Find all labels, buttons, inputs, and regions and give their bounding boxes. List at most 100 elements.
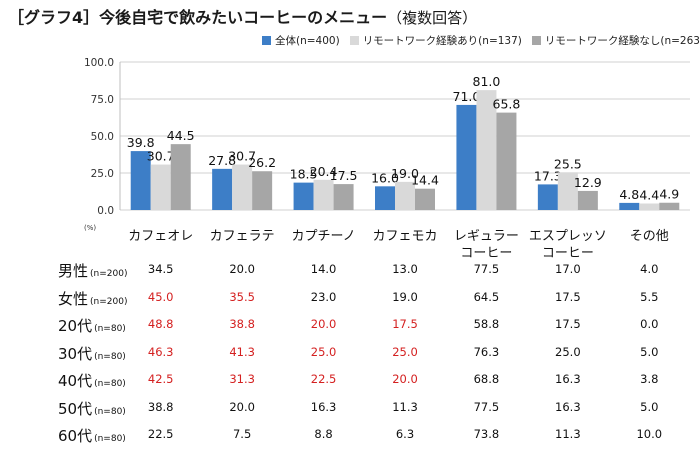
- table-cell: 5.5: [640, 289, 659, 304]
- data-label: 71.0: [453, 89, 481, 104]
- data-label: 44.5: [167, 128, 195, 143]
- table-cell: 46.3: [147, 344, 174, 359]
- table-cell: 6.3: [395, 427, 415, 441]
- legend-swatch-remote-yes: [349, 36, 359, 45]
- data-label: 4.8: [619, 187, 639, 202]
- table-cell: 16.3: [310, 399, 337, 414]
- data-label: 30.7: [147, 149, 175, 164]
- table-cell: 23.0: [310, 289, 337, 304]
- table-cell: 20.0: [229, 399, 255, 414]
- title-main: ［グラフ4］今後自宅で飲みたいコーヒーのメニュー: [8, 8, 388, 27]
- legend-label-remote-yes: リモートワーク経験あり(n=137): [362, 35, 522, 47]
- table-cell: 58.8: [473, 317, 500, 331]
- y-tick-label: 0.0: [97, 205, 114, 217]
- bar: [150, 164, 171, 210]
- legend-label-remote-no: リモートワーク経験なし(n=263): [544, 35, 700, 47]
- row-label: 40代 (n=80): [58, 372, 126, 390]
- bar: [577, 190, 598, 210]
- table-cell: 0.0: [640, 317, 659, 331]
- table-cell: 31.3: [229, 372, 255, 386]
- category-label: カフェオレ: [128, 229, 194, 244]
- data-label: 12.9: [574, 175, 602, 190]
- category-label: エスプレッソ コーヒー: [528, 229, 607, 261]
- chart-title: ［グラフ4］今後自宅で飲みたいコーヒーのメニュー（複数回答）: [8, 4, 477, 28]
- table-cell: 45.0: [147, 289, 174, 304]
- table-row: 男性 (n=200) 34.5 20.0 14.0 13.0 77.5 17.0 4.0: [0, 258, 700, 284]
- data-label: 14.4: [411, 173, 439, 188]
- y-tick-label: 50.0: [91, 131, 114, 143]
- legend-swatch-all: [262, 36, 271, 45]
- category-label: カフェモカ: [372, 229, 438, 244]
- title-subtitle: （複数回答）: [387, 9, 478, 27]
- data-label: 27.8: [208, 153, 236, 168]
- data-label: 20.4: [310, 164, 338, 179]
- table-cell: 34.5: [147, 262, 174, 276]
- table-cell: 11.3: [392, 399, 418, 414]
- table-cell: 20.0: [310, 317, 337, 331]
- row-sample-size: (n=80): [94, 351, 126, 362]
- bar: [659, 202, 680, 210]
- bar: [293, 182, 314, 210]
- table-cell: 14.0: [310, 262, 337, 276]
- data-label: 65.8: [493, 97, 521, 112]
- table-cell: 5.0: [640, 344, 659, 359]
- row-label: 男性 (n=200): [58, 262, 128, 280]
- row-label: 女性 (n=200): [58, 289, 128, 308]
- legend: 全体(n=400) リモートワーク経験あり(n=137) リモートワーク経験なし…: [262, 33, 700, 48]
- table-cell: 77.5: [473, 262, 500, 276]
- y-tick-label: 25.0: [91, 168, 114, 180]
- table-cell: 19.0: [392, 289, 418, 304]
- bar: [313, 179, 334, 210]
- table-cell: 73.8: [473, 427, 500, 441]
- row-sample-size: (n=80): [94, 434, 126, 444]
- bar: [537, 184, 558, 210]
- bar: [496, 112, 517, 210]
- legend-swatch-remote-no: [531, 36, 541, 45]
- table-cell: 25.0: [555, 344, 581, 359]
- data-label: 17.3: [534, 168, 562, 183]
- data-label: 17.5: [330, 168, 358, 183]
- y-tick-label: 100.0: [84, 57, 114, 69]
- table-cell: 17.0: [555, 262, 581, 276]
- table-cell: 77.5: [473, 399, 500, 414]
- table-cell: 76.3: [473, 344, 500, 359]
- row-label: 50代 (n=80): [58, 399, 126, 418]
- data-label: 4.9: [659, 187, 679, 202]
- table-row: 60代 (n=80) 22.5 7.5 8.8 6.3 73.8 11.3 10.0: [0, 423, 700, 449]
- category-label: その他: [629, 229, 669, 244]
- table-cell: 16.3: [555, 372, 581, 386]
- legend-label-all: 全体(n=400): [275, 35, 340, 47]
- table-cell: 8.8: [314, 427, 333, 441]
- table-cell: 16.3: [555, 399, 581, 414]
- table-cell: 22.5: [147, 427, 174, 441]
- table-cell: 42.5: [147, 372, 174, 386]
- bar: [476, 90, 497, 210]
- data-label: 26.2: [248, 155, 276, 170]
- data-label: 39.8: [127, 135, 155, 150]
- data-label: 4.4: [639, 187, 659, 202]
- table-cell: 5.0: [640, 399, 659, 414]
- table-cell: 3.8: [640, 372, 659, 386]
- legend-item-remote-yes: リモートワーク経験あり(n=137): [349, 33, 522, 48]
- bar: [639, 203, 660, 210]
- table-cell: 7.5: [232, 427, 252, 441]
- table-row: 50代 (n=80) 38.8 20.0 16.3 11.3 77.5 16.3 5.0: [0, 396, 700, 422]
- bar: [619, 202, 640, 210]
- row-label: 60代 (n=80): [58, 427, 126, 445]
- table-cell: 41.3: [229, 344, 255, 359]
- table-cell: 35.5: [229, 289, 255, 304]
- row-sample-size: (n=200): [90, 269, 128, 279]
- bar: [395, 181, 415, 210]
- table-cell: 17.5: [555, 317, 581, 331]
- data-label: 16.0: [371, 170, 399, 185]
- data-label: 19.0: [391, 166, 419, 181]
- data-label: 18.5: [290, 167, 318, 182]
- bar: [130, 151, 151, 210]
- bar: [232, 164, 253, 210]
- table-cell: 4.0: [640, 262, 659, 276]
- bar: [170, 144, 191, 210]
- table-cell: 20.0: [392, 372, 418, 386]
- table-cell: 11.3: [555, 427, 581, 441]
- table-cell: 10.0: [636, 427, 663, 441]
- bar: [212, 168, 233, 210]
